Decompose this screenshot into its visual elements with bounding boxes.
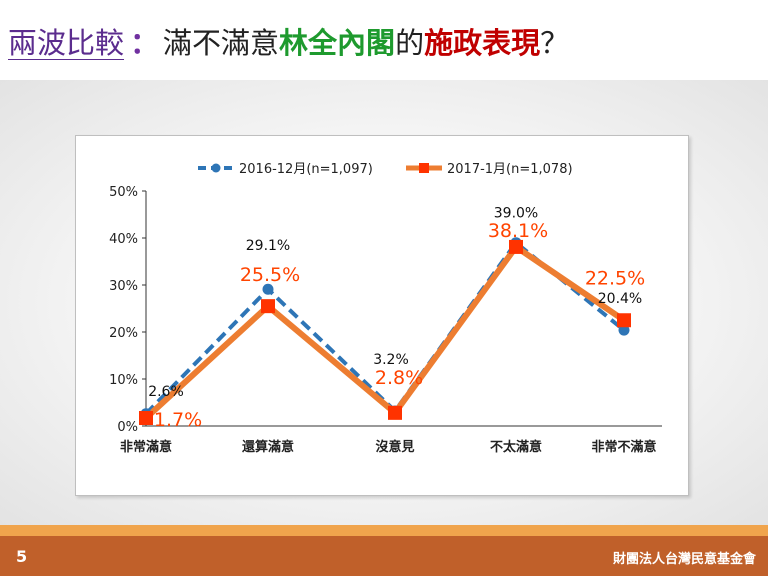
line-chart: 0% 10% 20% 30% 40% 50% 非常滿意 還算滿意 沒意見 不太滿意 非常不滿意 2.6…: [109, 162, 662, 455]
series-2-point: [617, 313, 631, 328]
title-cabinet: 林全內閣: [279, 26, 396, 60]
y-tick-label: 50%: [109, 185, 138, 200]
legend-series-2-label: 2017-1月(n=1,078): [447, 162, 573, 177]
footer-bar: 5 財團法人台灣民意基金會: [0, 536, 768, 576]
title-comparison: 兩波比較: [8, 26, 125, 60]
legend-series-1-label: 2016-12月(n=1,097): [239, 162, 373, 177]
series-2-point: [261, 299, 275, 314]
organization-name: 財團法人台灣民意基金會: [612, 552, 756, 567]
x-category-label: 還算滿意: [242, 439, 294, 455]
series-2-line: [143, 243, 626, 421]
series-2-point: [139, 411, 153, 426]
series-2-data-label: 38.1%: [488, 220, 548, 242]
slide-title: 兩波比較：滿不滿意林全內閣的施政表現？: [8, 18, 569, 68]
y-tick-label: 0%: [117, 420, 138, 435]
series-1-data-label: 29.1%: [246, 238, 290, 254]
series-1-data-label: 20.4%: [598, 291, 642, 307]
legend-series-1-marker: [211, 163, 221, 173]
series-2-data-label: 1.7%: [154, 409, 202, 431]
page-number: 5: [16, 547, 28, 566]
title-colon: ：: [130, 26, 160, 60]
title-question-mark: ？: [540, 26, 570, 60]
chart-container: 0% 10% 20% 30% 40% 50% 非常滿意 還算滿意 沒意見 不太滿意 非常不滿意 2.6…: [75, 135, 689, 496]
series-2-data-label: 2.8%: [375, 367, 423, 389]
y-tick-label: 30%: [109, 279, 138, 294]
series-1-data-label: 39.0%: [494, 206, 538, 222]
y-tick-label: 40%: [109, 232, 138, 247]
y-tick-label: 10%: [109, 373, 138, 388]
title-performance: 施政表現: [424, 26, 541, 60]
series-1-point: [618, 324, 630, 336]
x-category-label: 沒意見: [375, 439, 414, 455]
series-2-data-label: 25.5%: [240, 264, 300, 286]
series-2-point: [388, 405, 402, 420]
series-1-point: [262, 283, 274, 295]
title-particle: 的: [395, 26, 425, 60]
x-category-label: 不太滿意: [490, 439, 542, 455]
x-category-label: 非常不滿意: [591, 439, 656, 455]
series-2-data-label: 22.5%: [585, 267, 645, 289]
title-satisfaction: 滿不滿意: [163, 26, 280, 60]
x-category-label: 非常滿意: [120, 439, 172, 455]
footer-accent-stripe: [0, 525, 768, 536]
y-tick-label: 20%: [109, 326, 138, 341]
series-2-point: [509, 239, 523, 254]
legend-series-2-marker: [419, 163, 429, 173]
series-1-data-label: 3.2%: [373, 352, 409, 368]
series-1-data-label: 2.6%: [148, 384, 184, 400]
